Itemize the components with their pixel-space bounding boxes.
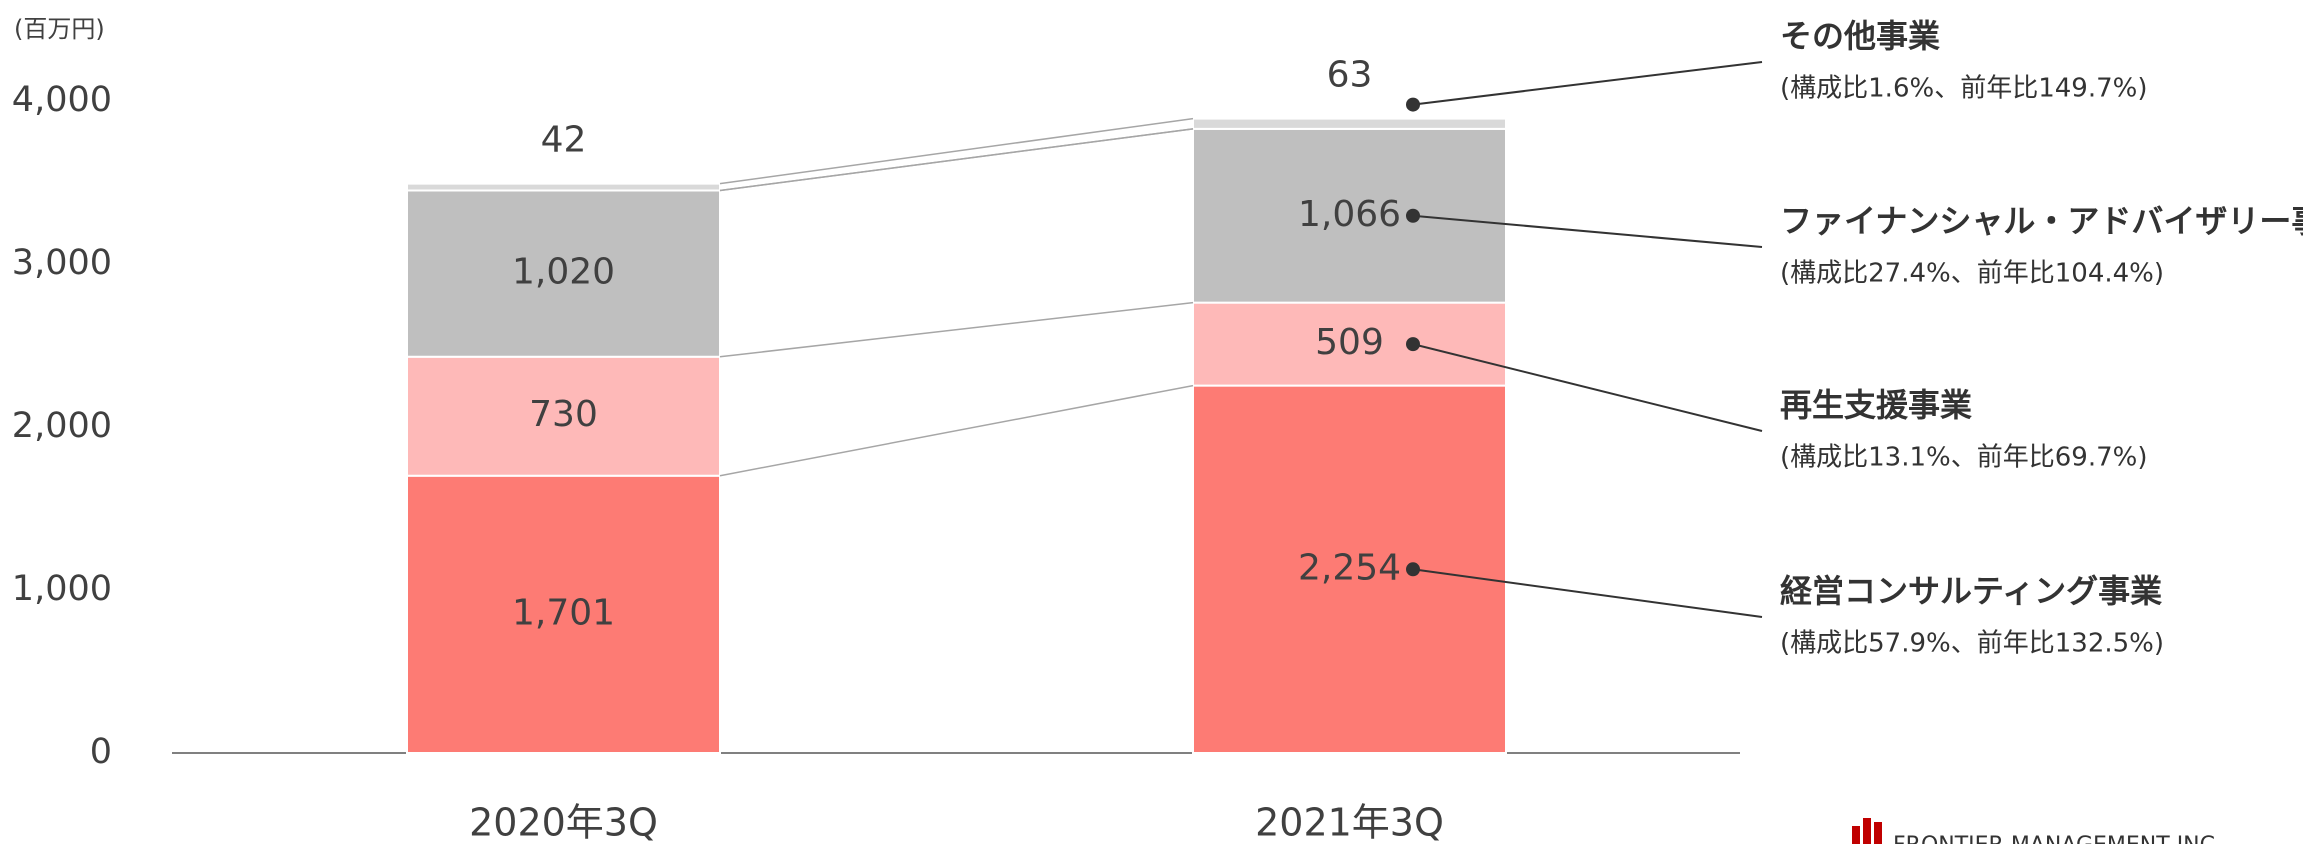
y-tick-label: 1,000 (12, 569, 112, 609)
bar-segment (406, 355, 721, 477)
connector-line (719, 128, 1194, 192)
leader-dot (1406, 97, 1420, 112)
bar-segment (406, 474, 721, 754)
logo-icon (1874, 822, 1882, 844)
leader-line (1412, 61, 1763, 106)
x-tick-label: 2021年3Q (1255, 801, 1444, 844)
logo-icon (1852, 826, 1860, 844)
legend-label: ファイナンシャル・アドバイザリー事業 (1780, 202, 2303, 240)
logo-text: FRONTIER MANAGEMENT INC. (1893, 833, 2222, 844)
bar-segment (1192, 117, 1507, 130)
bar-segment (1192, 301, 1507, 387)
legend-note: (構成比57.9%、前年比132.5%) (1780, 629, 2164, 659)
y-tick-label: 4,000 (12, 80, 112, 120)
legend-note: (構成比13.1%、前年比69.7%) (1780, 443, 2147, 473)
x-tick-label: 2020年3Q (469, 801, 658, 844)
value-label: 1,066 (1298, 194, 1401, 235)
connector-line (719, 384, 1194, 477)
bar-segment (406, 182, 721, 192)
unit-label: (百万円) (14, 15, 105, 43)
leader-dot (1406, 562, 1420, 577)
leader-dot (1406, 337, 1420, 352)
bar-segment (1192, 127, 1507, 304)
value-label: 42 (541, 120, 587, 161)
value-label: 509 (1315, 322, 1384, 363)
bar-segment (1192, 384, 1507, 754)
y-tick-label: 2,000 (12, 406, 112, 446)
value-label: 1,701 (512, 592, 615, 633)
connector-line (719, 301, 1194, 358)
leader-dot (1406, 208, 1420, 223)
legend-label: その他事業 (1780, 17, 1940, 55)
legend-label: 再生支援事業 (1780, 386, 1972, 424)
logo: FRONTIER MANAGEMENT INC. (1852, 818, 2222, 844)
y-tick-label: 3,000 (12, 243, 112, 283)
legend-label: 経営コンサルティング事業 (1780, 572, 2162, 610)
legend-note: (構成比1.6%、前年比149.7%) (1780, 74, 2147, 104)
connector-line (719, 117, 1194, 185)
y-tick-label: 0 (90, 732, 112, 772)
leader-line (1412, 568, 1763, 618)
value-label: 730 (529, 394, 598, 435)
value-label: 1,020 (512, 252, 615, 293)
logo-icon (1863, 818, 1871, 844)
leader-line (1412, 343, 1763, 432)
legend-note: (構成比27.4%、前年比104.4%) (1780, 259, 2164, 289)
value-label: 63 (1327, 55, 1373, 96)
leader-line (1412, 214, 1763, 248)
value-label: 2,254 (1298, 547, 1401, 588)
